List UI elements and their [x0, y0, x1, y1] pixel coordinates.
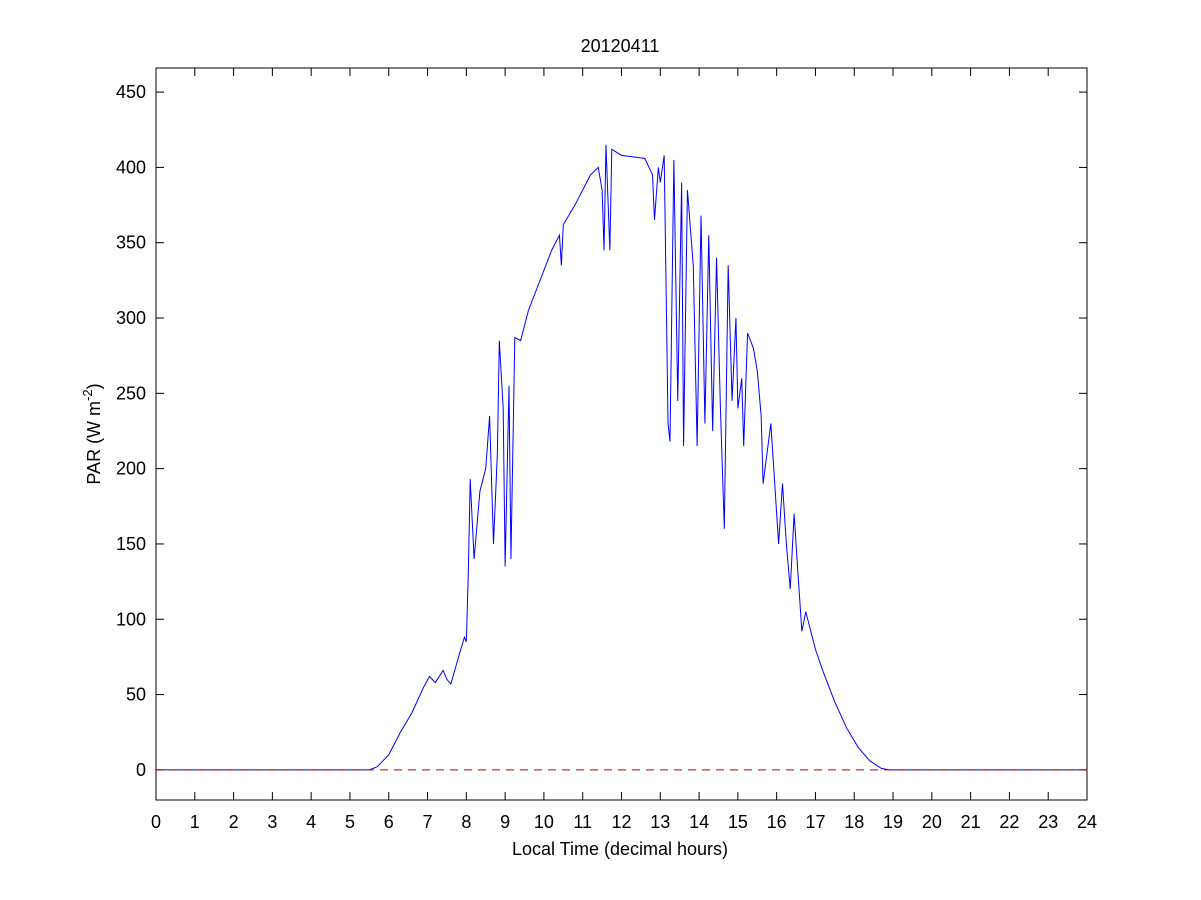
data-line: [156, 144, 1087, 771]
x-tick-label: 8: [461, 812, 471, 832]
x-tick-label: 12: [611, 812, 631, 832]
chart-title: 20120411: [581, 36, 660, 56]
y-axis-label: PAR (W m-2): [80, 383, 104, 484]
y-tick-label: 150: [116, 534, 146, 554]
x-tick-label: 2: [229, 812, 239, 832]
x-tick-label: 23: [1038, 812, 1058, 832]
y-tick-label: 50: [126, 685, 146, 705]
x-tick-label: 24: [1077, 812, 1097, 832]
x-tick-label: 10: [534, 812, 554, 832]
x-tick-label: 11: [573, 812, 592, 832]
y-axis-label-end: ): [84, 383, 104, 389]
x-tick-label: 20: [922, 812, 942, 832]
y-tick-label: 100: [116, 609, 146, 629]
y-axis-label-main: PAR (W m: [84, 401, 104, 485]
x-tick-label: 22: [999, 812, 1019, 832]
y-tick-label: 0: [136, 760, 146, 780]
x-tick-label: 7: [423, 812, 433, 832]
x-tick-label: 5: [345, 812, 355, 832]
y-tick-label: 350: [116, 233, 146, 253]
x-tick-label: 21: [961, 812, 981, 832]
x-tick-label: 17: [805, 812, 825, 832]
y-tick-label: 200: [116, 459, 146, 479]
x-tick-label: 9: [500, 812, 510, 832]
y-tick-label: 450: [116, 82, 146, 102]
x-tick-label: 3: [267, 812, 277, 832]
y-tick-label: 250: [116, 383, 146, 403]
y-tick-label: 300: [116, 308, 146, 328]
x-tick-label: 16: [767, 812, 787, 832]
y-tick-label: 400: [116, 157, 146, 177]
x-tick-label: 15: [728, 812, 748, 832]
x-axis-label: Local Time (decimal hours): [512, 839, 728, 859]
x-tick-label: 14: [689, 812, 709, 832]
y-axis-label-sup: -2: [80, 389, 95, 401]
x-tick-label: 4: [306, 812, 316, 832]
x-tick-label: 6: [384, 812, 394, 832]
x-tick-label: 13: [650, 812, 670, 832]
x-tick-label: 1: [190, 812, 200, 832]
x-tick-label: 18: [844, 812, 864, 832]
x-tick-label: 19: [883, 812, 903, 832]
x-tick-label: 0: [151, 812, 161, 832]
